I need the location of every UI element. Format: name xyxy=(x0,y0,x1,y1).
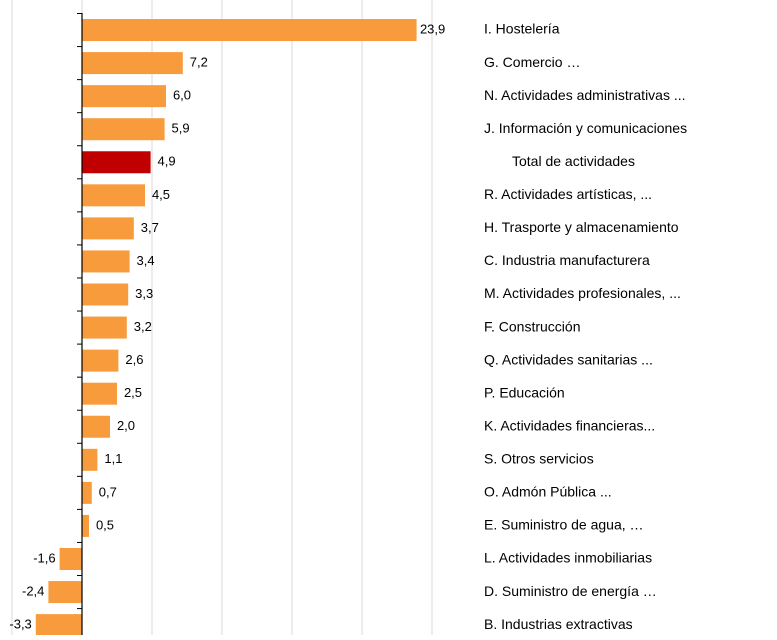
category-label: Total de actividades xyxy=(512,153,635,169)
bars xyxy=(35,19,417,637)
value-label: -3,3 xyxy=(9,617,31,632)
category-label: B. Industrias extractivas xyxy=(484,616,633,632)
bar xyxy=(48,581,82,604)
value-label: 7,2 xyxy=(190,55,208,70)
value-label: 4,5 xyxy=(152,187,170,202)
category-label: O. Admón Pública ... xyxy=(484,484,612,500)
category-label: M. Actividades profesionales, ... xyxy=(484,285,681,301)
bar xyxy=(82,316,127,339)
category-label: K. Actividades financieras... xyxy=(484,417,655,433)
category-label: L. Actividades inmobiliarias xyxy=(484,550,652,566)
bar xyxy=(59,547,82,570)
grid xyxy=(11,0,433,635)
bar xyxy=(82,19,417,42)
labels: 23,9 I. Hostelería 7,2 G. Comercio … 6,0 N. A… xyxy=(9,13,687,632)
category-label: N. Actividades administrativas ... xyxy=(484,87,686,103)
value-label: -1,6 xyxy=(33,550,55,565)
bar xyxy=(82,85,166,108)
bar xyxy=(35,614,82,637)
bar xyxy=(82,151,151,174)
category-label: F. Construcción xyxy=(484,318,580,334)
value-label: 2,6 xyxy=(125,352,143,367)
category-label: E. Suministro de agua, … xyxy=(484,517,644,533)
value-label: 1,1 xyxy=(104,451,122,466)
value-label: 5,9 xyxy=(172,121,190,136)
bar xyxy=(82,514,89,537)
value-label: 0,5 xyxy=(96,517,114,532)
category-label: S. Otros servicios xyxy=(484,451,594,467)
category-label: H. Trasporte y almacenamiento xyxy=(484,219,679,235)
value-label: -2,4 xyxy=(22,583,44,598)
category-label: D. Suministro de energía … xyxy=(484,583,657,599)
category-label: Q. Actividades sanitarias ... xyxy=(484,351,653,367)
bar xyxy=(82,349,119,372)
value-label: 0,7 xyxy=(99,484,117,499)
value-label: 4,9 xyxy=(158,154,176,169)
bar xyxy=(82,184,145,207)
value-label: 23,9 xyxy=(420,21,445,36)
value-label: 2,0 xyxy=(117,418,135,433)
bar xyxy=(82,283,129,306)
value-label: 3,2 xyxy=(134,319,152,334)
bar xyxy=(82,481,92,504)
category-label: G. Comercio … xyxy=(484,54,580,70)
bar xyxy=(82,52,183,75)
bar xyxy=(82,118,165,141)
bar xyxy=(82,448,98,471)
bar xyxy=(82,217,134,240)
value-label: 3,4 xyxy=(137,253,155,268)
value-label: 2,5 xyxy=(124,385,142,400)
category-label: P. Educación xyxy=(484,384,565,400)
value-label: 3,3 xyxy=(135,286,153,301)
bar xyxy=(82,250,130,273)
category-label: C. Industria manufacturera xyxy=(484,252,650,268)
bar xyxy=(82,382,117,405)
category-label: R. Actividades artísticas, ... xyxy=(484,186,652,202)
value-label: 3,7 xyxy=(141,220,159,235)
category-label: I. Hostelería xyxy=(484,21,560,37)
bar xyxy=(82,415,110,438)
category-label: J. Información y comunicaciones xyxy=(484,120,687,136)
value-label: 6,0 xyxy=(173,88,191,103)
